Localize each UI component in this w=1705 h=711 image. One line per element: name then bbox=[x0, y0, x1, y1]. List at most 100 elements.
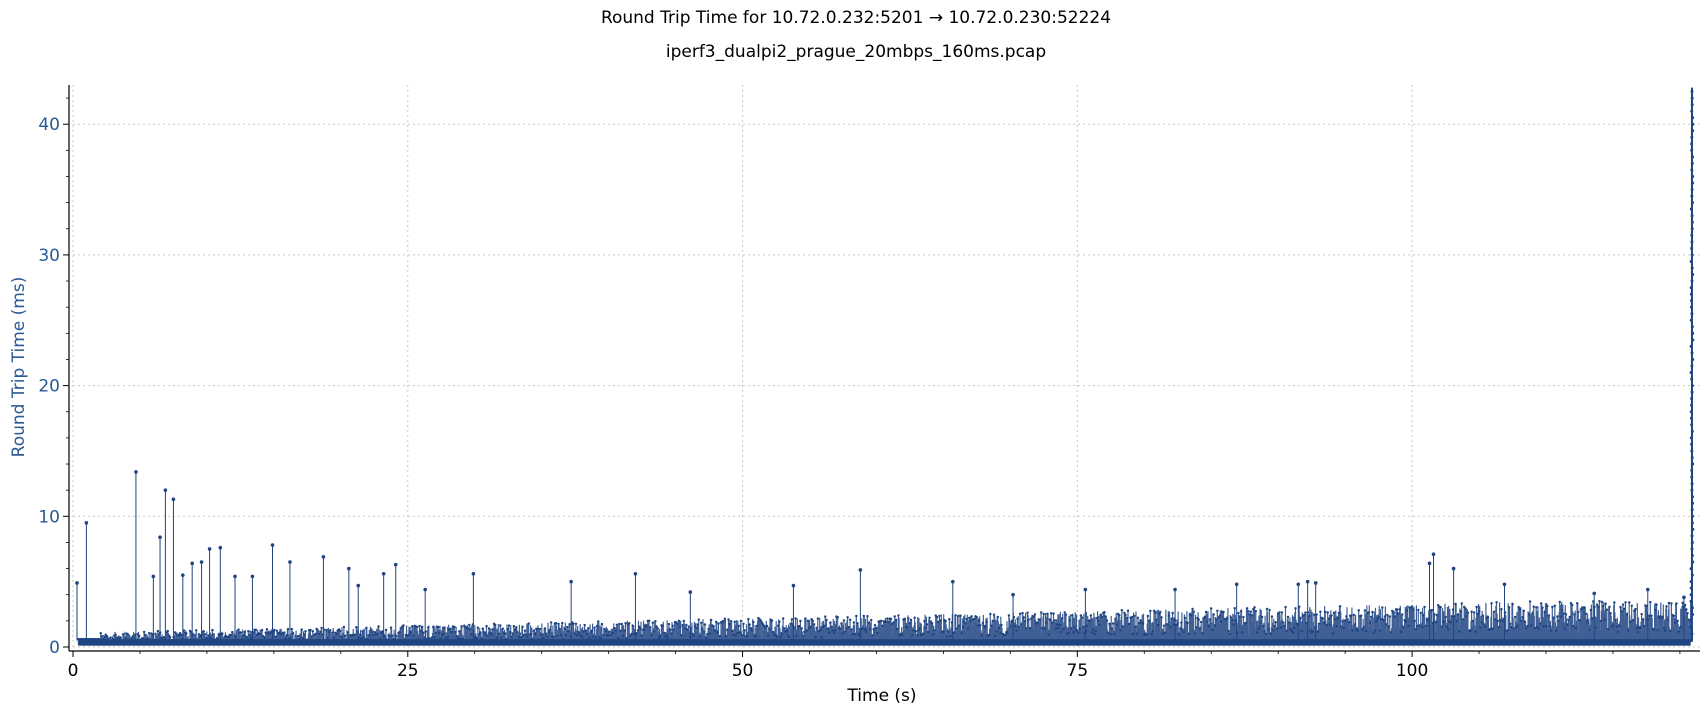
axes bbox=[68, 85, 1700, 652]
rtt-burst-point bbox=[1689, 599, 1693, 603]
rtt-spike-point bbox=[1011, 592, 1015, 597]
rtt-burst-point bbox=[1689, 292, 1693, 296]
rtt-spike-point bbox=[199, 560, 204, 564]
rtt-spike-point bbox=[190, 561, 194, 566]
rtt-burst-point bbox=[1691, 501, 1695, 505]
rtt-burst-point bbox=[1690, 103, 1694, 107]
rtt-spike-point bbox=[1313, 581, 1318, 585]
rtt-burst-point bbox=[1690, 449, 1694, 453]
rtt-burst-point bbox=[1690, 384, 1694, 388]
rtt-spike-point bbox=[381, 572, 386, 576]
rtt-burst-point bbox=[1691, 181, 1695, 185]
rtt-burst-point bbox=[1690, 547, 1694, 551]
rtt-burst-point bbox=[1691, 495, 1695, 499]
rtt-spike-point bbox=[356, 583, 361, 588]
rtt-burst-point bbox=[1690, 96, 1694, 100]
rtt-spike-point bbox=[270, 543, 275, 547]
rtt-burst-point bbox=[1690, 534, 1694, 538]
y-tick-label: 40 bbox=[38, 115, 60, 135]
rtt-burst-point bbox=[1689, 259, 1693, 263]
x-tick-label: 25 bbox=[397, 661, 419, 681]
rtt-spike-point bbox=[250, 574, 255, 579]
rtt-burst-point bbox=[1690, 188, 1694, 192]
rtt-burst-point bbox=[1689, 567, 1693, 571]
rtt-spike-point bbox=[75, 581, 79, 585]
rtt-burst-point bbox=[1689, 619, 1693, 623]
rtt-spike-point bbox=[207, 547, 212, 551]
rtt-burst-point bbox=[1689, 580, 1693, 584]
rtt-spike-point bbox=[158, 535, 162, 540]
rtt-spike-point bbox=[471, 572, 476, 576]
rtt-burst-point bbox=[1690, 377, 1694, 381]
rtt-burst-point bbox=[1690, 148, 1694, 152]
rtt-burst-point bbox=[1690, 573, 1694, 577]
rtt-burst-point bbox=[1690, 540, 1694, 544]
rtt-burst-point bbox=[1690, 442, 1694, 446]
rtt-spike-point bbox=[84, 521, 89, 525]
y-axis-label: Round Trip Time (ms) bbox=[9, 277, 29, 458]
rtt-burst-point bbox=[1691, 331, 1695, 335]
rtt-spike-point bbox=[950, 579, 955, 584]
rtt-burst-point bbox=[1690, 266, 1694, 270]
rtt-burst-point bbox=[1690, 429, 1694, 433]
chart-title: Round Trip Time for 10.72.0.232:5201 → 1… bbox=[601, 8, 1111, 28]
x-axis-ticks: 0 25 50 75 100 bbox=[68, 651, 1681, 681]
rtt-burst-point bbox=[1691, 357, 1695, 361]
rtt-burst-point bbox=[1689, 305, 1693, 309]
rtt-burst-point bbox=[1690, 194, 1694, 198]
rtt-burst-point bbox=[1689, 593, 1693, 597]
rtt-burst-point bbox=[1690, 475, 1694, 479]
rtt-burst-point bbox=[1691, 116, 1695, 120]
rtt-spike-point bbox=[1296, 582, 1301, 587]
rtt-burst-point bbox=[1690, 312, 1694, 316]
rtt-spike-point bbox=[1234, 582, 1239, 587]
rtt-spike-point bbox=[321, 555, 326, 559]
rtt-burst-point bbox=[1690, 514, 1694, 518]
rtt-burst-point bbox=[1690, 606, 1694, 610]
rtt-burst-point bbox=[1691, 338, 1695, 342]
rtt-burst-point bbox=[1690, 488, 1694, 492]
rtt-spike-point bbox=[688, 590, 693, 594]
y-axis-ticks: 0 10 20 30 40 bbox=[38, 97, 69, 658]
rtt-burst-point bbox=[1689, 207, 1693, 211]
rtt-spike-point bbox=[1427, 561, 1432, 566]
rtt-burst-point bbox=[1691, 462, 1695, 466]
rtt-burst-point bbox=[1690, 214, 1694, 218]
rtt-burst-point bbox=[1690, 390, 1694, 394]
rtt-burst-point bbox=[1689, 371, 1693, 375]
rtt-spike-point bbox=[393, 562, 398, 567]
y-tick-label: 0 bbox=[49, 638, 60, 658]
rtt-burst-point bbox=[1689, 436, 1693, 440]
rtt-burst-point bbox=[1690, 521, 1694, 525]
rtt-burst-point bbox=[1690, 455, 1694, 459]
rtt-burst-point bbox=[1690, 253, 1694, 257]
x-tick-label: 75 bbox=[1067, 661, 1089, 681]
rtt-spike-point bbox=[134, 470, 138, 474]
rtt-spike-point bbox=[1173, 587, 1177, 592]
rtt-burst-point bbox=[1689, 344, 1693, 348]
rtt-burst-point bbox=[1690, 240, 1694, 244]
rtt-burst-point bbox=[1690, 109, 1694, 113]
rtt-spike-point bbox=[347, 566, 351, 571]
x-tick-label: 50 bbox=[732, 661, 754, 681]
rtt-burst-point bbox=[1690, 227, 1694, 231]
rtt-spike-point bbox=[858, 568, 863, 572]
rtt-burst-point bbox=[1690, 469, 1694, 473]
y-tick-label: 30 bbox=[38, 246, 60, 266]
rtt-burst-point bbox=[1690, 508, 1694, 512]
rtt-spike-point bbox=[181, 573, 185, 577]
rtt-burst-point bbox=[1691, 174, 1695, 178]
x-tick-label: 100 bbox=[1396, 661, 1428, 681]
rtt-burst-point bbox=[1691, 560, 1695, 564]
rtt-series bbox=[75, 87, 1695, 646]
rtt-floor-band bbox=[78, 639, 1691, 646]
rtt-burst-point bbox=[1689, 318, 1693, 322]
rtt-burst-point bbox=[1690, 325, 1694, 329]
rtt-burst-point bbox=[1690, 554, 1694, 558]
y-tick-label: 10 bbox=[38, 507, 60, 527]
rtt-burst-point bbox=[1690, 279, 1694, 283]
rtt-burst-point bbox=[1690, 233, 1694, 237]
rtt-burst-point bbox=[1691, 273, 1695, 277]
rtt-spike-point bbox=[1451, 566, 1456, 571]
